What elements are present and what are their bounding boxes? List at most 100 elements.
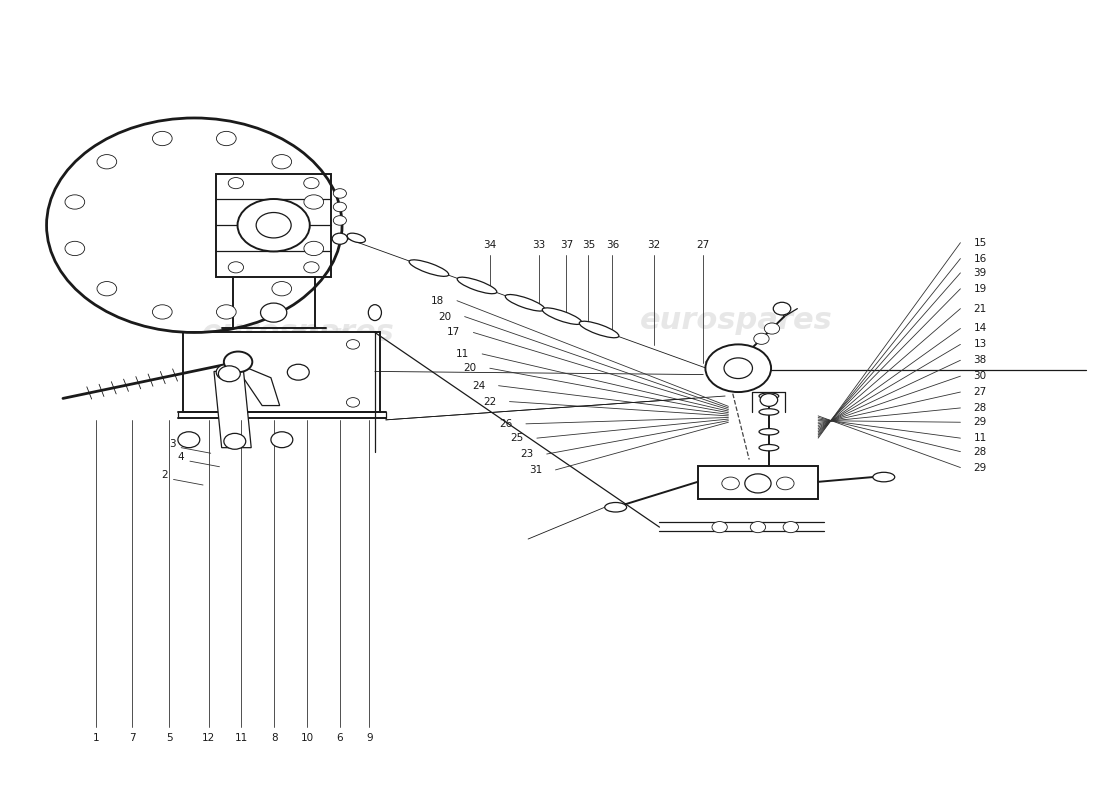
Circle shape <box>712 522 727 533</box>
Text: 9: 9 <box>366 733 373 742</box>
Text: 28: 28 <box>974 446 987 457</box>
Text: 6: 6 <box>337 733 343 742</box>
Text: 36: 36 <box>606 240 619 250</box>
Circle shape <box>287 364 309 380</box>
Circle shape <box>760 394 778 406</box>
Circle shape <box>777 477 794 490</box>
Ellipse shape <box>542 308 582 324</box>
Circle shape <box>332 233 348 244</box>
Text: 27: 27 <box>974 387 987 397</box>
Circle shape <box>724 358 752 378</box>
Circle shape <box>722 477 739 490</box>
Ellipse shape <box>873 472 894 482</box>
Ellipse shape <box>348 233 365 242</box>
Text: eurospares: eurospares <box>640 306 833 335</box>
Circle shape <box>783 522 799 533</box>
Circle shape <box>333 189 346 198</box>
Text: 25: 25 <box>510 433 524 443</box>
Text: 22: 22 <box>483 397 496 406</box>
Text: 27: 27 <box>696 240 710 250</box>
Ellipse shape <box>368 305 382 321</box>
Circle shape <box>224 351 252 372</box>
Text: 32: 32 <box>647 240 661 250</box>
Ellipse shape <box>759 445 779 451</box>
Circle shape <box>705 344 771 392</box>
Text: 24: 24 <box>472 381 485 390</box>
Text: 1: 1 <box>92 733 99 742</box>
Circle shape <box>333 202 346 212</box>
Ellipse shape <box>458 277 497 294</box>
Circle shape <box>304 195 323 209</box>
Circle shape <box>333 216 346 226</box>
Circle shape <box>272 282 292 296</box>
Text: 12: 12 <box>202 733 216 742</box>
Text: eu: eu <box>287 322 330 351</box>
Text: 19: 19 <box>974 284 987 294</box>
Circle shape <box>153 131 172 146</box>
Ellipse shape <box>409 260 449 276</box>
Circle shape <box>754 334 769 344</box>
Text: 18: 18 <box>430 296 443 306</box>
Text: 21: 21 <box>974 304 987 314</box>
Text: 20: 20 <box>439 311 451 322</box>
Ellipse shape <box>505 294 544 311</box>
Text: 28: 28 <box>974 403 987 413</box>
Circle shape <box>97 154 117 169</box>
Circle shape <box>304 262 319 273</box>
Circle shape <box>304 178 319 189</box>
Circle shape <box>153 305 172 319</box>
Circle shape <box>745 474 771 493</box>
Circle shape <box>271 432 293 448</box>
Ellipse shape <box>759 409 779 415</box>
Text: 13: 13 <box>974 339 987 350</box>
Circle shape <box>217 305 236 319</box>
Circle shape <box>178 432 200 448</box>
Circle shape <box>228 262 243 273</box>
Polygon shape <box>184 333 381 412</box>
Text: 7: 7 <box>129 733 135 742</box>
Circle shape <box>65 242 85 256</box>
Text: 11: 11 <box>455 349 469 359</box>
Text: 23: 23 <box>520 449 534 459</box>
Text: 2: 2 <box>162 470 168 481</box>
Text: 8: 8 <box>271 733 277 742</box>
Text: 31: 31 <box>529 465 542 475</box>
Circle shape <box>224 434 245 450</box>
Text: 10: 10 <box>300 733 313 742</box>
Text: 35: 35 <box>582 240 595 250</box>
Text: 3: 3 <box>169 438 176 449</box>
Text: 37: 37 <box>560 240 573 250</box>
Text: 26: 26 <box>499 419 513 429</box>
Text: 33: 33 <box>532 240 546 250</box>
Polygon shape <box>217 174 331 277</box>
Text: 16: 16 <box>974 254 987 263</box>
Text: 29: 29 <box>974 462 987 473</box>
Circle shape <box>228 178 243 189</box>
Ellipse shape <box>580 322 619 338</box>
Polygon shape <box>214 371 251 448</box>
Circle shape <box>272 154 292 169</box>
Text: 34: 34 <box>483 240 496 250</box>
Circle shape <box>219 366 240 382</box>
Text: r: r <box>331 322 346 351</box>
Text: eurospares: eurospares <box>202 318 395 347</box>
Circle shape <box>750 522 766 533</box>
Ellipse shape <box>759 429 779 435</box>
Text: 17: 17 <box>447 327 460 338</box>
Circle shape <box>346 398 360 407</box>
Text: 11: 11 <box>234 733 248 742</box>
Circle shape <box>238 199 310 251</box>
Polygon shape <box>232 362 279 406</box>
Text: 11: 11 <box>974 433 987 443</box>
Circle shape <box>217 131 236 146</box>
Circle shape <box>261 303 287 322</box>
Text: 30: 30 <box>974 371 987 381</box>
Ellipse shape <box>605 502 627 512</box>
Text: 39: 39 <box>974 268 987 278</box>
Text: 38: 38 <box>974 355 987 366</box>
Text: 15: 15 <box>974 238 987 248</box>
Circle shape <box>764 323 780 334</box>
Text: 29: 29 <box>974 418 987 427</box>
Circle shape <box>256 213 292 238</box>
Circle shape <box>65 195 85 209</box>
